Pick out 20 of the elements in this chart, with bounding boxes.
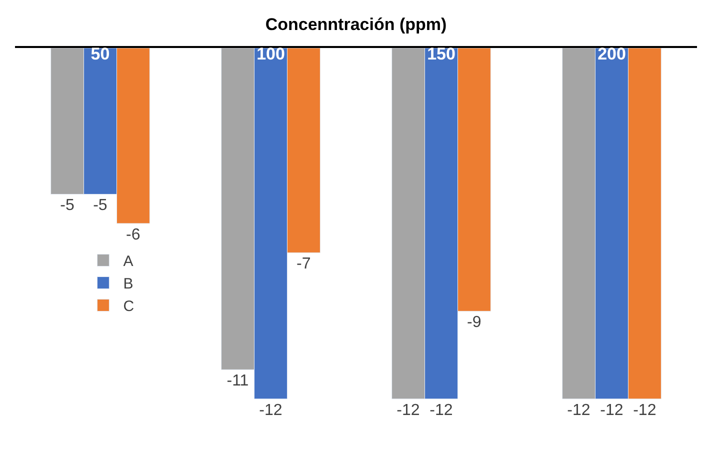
legend-label: A bbox=[123, 253, 134, 270]
legend-label: B bbox=[123, 276, 134, 293]
data-label: -5 bbox=[60, 197, 74, 214]
x-tick-label: 150 bbox=[427, 44, 456, 64]
data-label: -11 bbox=[226, 372, 249, 390]
data-label: -12 bbox=[396, 402, 420, 419]
data-label: -7 bbox=[296, 256, 311, 273]
x-tick-label: 200 bbox=[598, 44, 626, 64]
x-tick-label: 100 bbox=[256, 44, 285, 64]
chart-title: Concenntración (ppm) bbox=[265, 15, 447, 34]
data-label: -12 bbox=[259, 402, 282, 419]
data-label: -9 bbox=[467, 314, 482, 332]
legend-label: C bbox=[123, 298, 134, 316]
data-label: -6 bbox=[126, 226, 140, 244]
data-label: -12 bbox=[430, 402, 453, 419]
data-label: -12 bbox=[600, 402, 624, 419]
data-label: -12 bbox=[633, 402, 656, 419]
data-label: -5 bbox=[93, 197, 108, 214]
data-label: -12 bbox=[567, 402, 590, 419]
x-tick-label: 50 bbox=[90, 44, 110, 64]
